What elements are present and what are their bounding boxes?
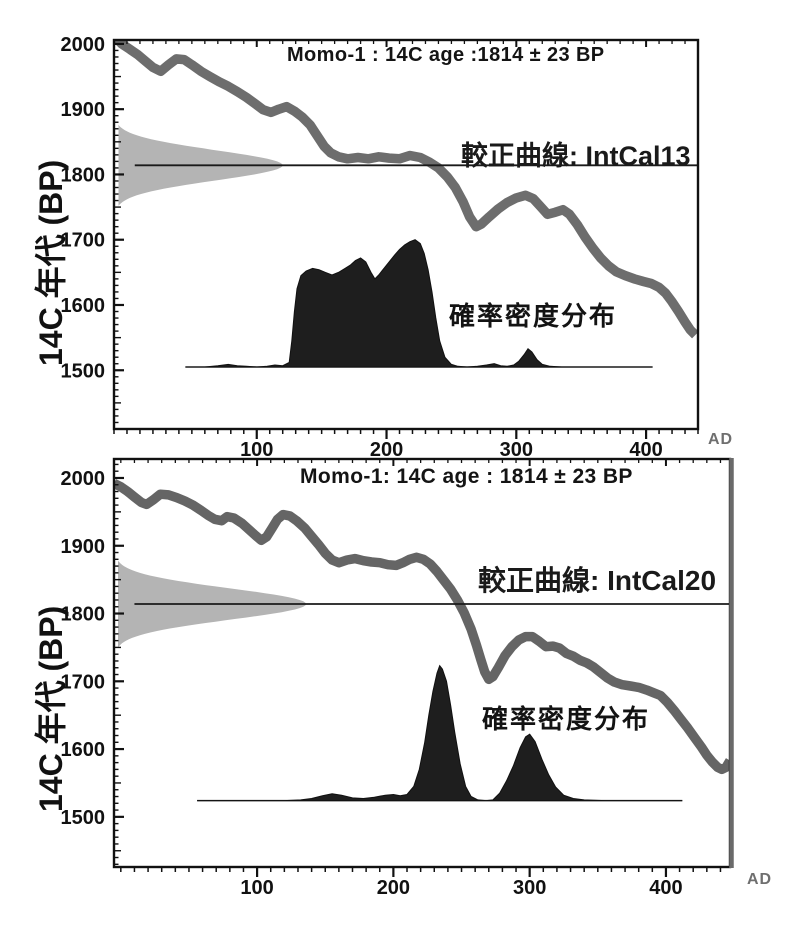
y-tick-label: 2000 — [61, 34, 106, 56]
intcal20-chart-group: 100 200 300 400 2000 1900 1800 1700 1600 1500 — [61, 457, 734, 899]
density-label-intcal13: 確率密度分布 — [449, 301, 618, 331]
x-unit-label-bottom: AD — [747, 871, 773, 888]
x-tick-label: 100 — [240, 877, 273, 899]
x-tick-label: 200 — [377, 877, 410, 899]
plot-border — [112, 38, 700, 431]
x-tick-label: 300 — [500, 439, 533, 461]
y-tick-label: 1500 — [61, 807, 106, 829]
chart-title-intcal13: Momo-1 : 14C age :1814 ± 23 BP — [287, 44, 605, 66]
y-tick-label: 1700 — [61, 671, 106, 693]
x-tick-label: 200 — [370, 439, 403, 461]
y-axis-title-top: 14C 年代 (BP) — [33, 159, 69, 366]
y-tick-label: 1800 — [61, 604, 106, 626]
plot-border — [112, 457, 732, 869]
y-axis-title-bottom: 14C 年代 (BP) — [33, 605, 69, 812]
calibration-band — [114, 479, 730, 775]
x-unit-label-top: AD — [708, 431, 734, 448]
y-tick-label: 1900 — [61, 99, 106, 121]
x-tick-label: 400 — [649, 877, 682, 899]
calibration-curve-label-intcal13: 較正曲線: IntCal13 — [461, 141, 691, 171]
y-tick-label: 2000 — [61, 468, 106, 490]
probability-density-area — [185, 239, 653, 368]
y-tick-label: 1500 — [61, 360, 106, 382]
calibration-band — [114, 40, 698, 339]
y-tick-label: 1900 — [61, 536, 106, 558]
y-tick-label: 1800 — [61, 164, 106, 186]
y-tick-label: 1600 — [61, 295, 106, 317]
x-tick-label: 300 — [513, 877, 546, 899]
y-tick-label: 1700 — [61, 230, 106, 252]
intcal13-chart-group: 100 200 300 400 2000 1900 1800 1700 1600 1500 — [61, 34, 700, 461]
x-tick-label: 400 — [629, 439, 662, 461]
probability-density-area — [197, 664, 683, 802]
x-tick-label: 100 — [240, 439, 273, 461]
density-label-intcal20: 確率密度分布 — [482, 704, 651, 734]
chart-title-intcal20: Momo-1: 14C age : 1814 ± 23 BP — [300, 465, 633, 488]
y-tick-label: 1600 — [61, 739, 106, 761]
calibration-curve-label-intcal20: 較正曲線: IntCal20 — [478, 565, 717, 596]
